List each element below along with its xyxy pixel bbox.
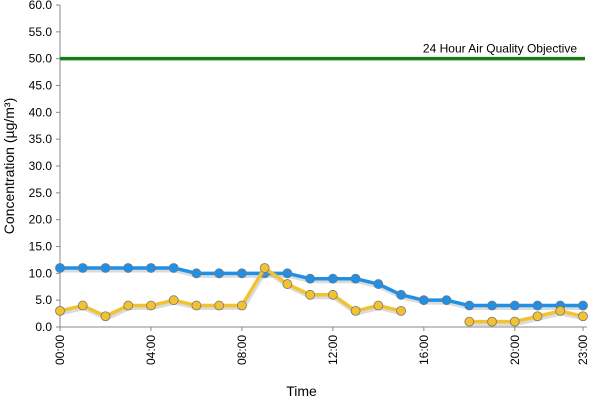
data-point [282,268,293,279]
data-point [327,273,338,284]
data-point [350,273,361,284]
y-axis-ticks: 0.0 5.0 10.0 15.0 20.0 25.0 30.0 35.0 40.0 45.0 50… [29,0,60,334]
data-point [396,305,406,316]
series-line [59,266,584,324]
series-line [60,266,583,308]
data-point [532,300,543,311]
data-point [77,263,88,273]
data-point [487,300,497,311]
data-point [77,300,88,311]
y-tick-label: 15.0 [29,240,53,254]
data-point [259,263,270,273]
data-point [146,263,156,273]
data-point [305,273,316,284]
data-point [509,316,520,327]
data-point [123,300,134,311]
data-point [305,289,316,300]
x-tick-label: 23:00 [576,335,590,365]
x-tick-label: 16:00 [417,335,431,365]
data-point [237,268,247,279]
data-point [168,263,179,273]
data-point [578,300,588,311]
data-point [441,295,452,306]
data-point [418,295,429,306]
data-point [100,311,111,322]
data-point [350,305,361,316]
data-point [578,311,588,322]
data-point [555,305,566,316]
data-point [55,263,65,273]
y-tick-label: 5.0 [35,293,52,307]
y-tick-label: 10.0 [29,266,53,280]
x-tick-label: 04:00 [144,335,158,365]
y-tick-label: 20.0 [29,213,53,227]
data-point [532,311,543,322]
series-2 [55,263,588,327]
data-point [282,279,293,289]
data-point [191,300,202,311]
data-point [509,300,520,311]
y-tick-label: 40.0 [29,105,53,119]
y-tick-label: 0.0 [35,320,52,334]
x-tick-label: 00:00 [53,335,67,365]
series-1 [55,263,588,311]
data-point [464,316,475,327]
data-point [373,300,384,311]
data-point [487,316,497,327]
y-axis-title: Concentration (µg/m³) [1,98,17,234]
y-tick-label: 45.0 [29,79,53,93]
data-point [237,300,247,311]
data-point [396,289,406,300]
data-point [327,289,338,300]
x-axis-ticks: 00:00 04:00 08:00 12:00 16:00 20:00 23:00 [53,327,590,365]
data-point [55,305,65,316]
air-quality-objective-label: 24 Hour Air Quality Objective [423,42,577,56]
y-tick-label: 35.0 [29,132,53,146]
data-point [100,263,111,273]
data-point [123,263,134,273]
series-line-shadow [61,267,584,311]
x-axis-title: Time [286,383,317,399]
series-group [55,263,588,327]
y-tick-label: 55.0 [29,25,53,39]
y-tick-label: 60.0 [29,0,53,12]
x-tick-label: 12:00 [326,335,340,365]
data-point [168,295,179,306]
data-point [214,268,225,279]
y-tick-label: 30.0 [29,159,53,173]
data-point [146,300,156,311]
data-point [191,268,202,279]
data-point [373,279,384,289]
data-point [214,300,225,311]
y-tick-label: 25.0 [29,186,53,200]
x-tick-label: 20:00 [508,335,522,365]
data-point [464,300,475,311]
x-tick-label: 08:00 [235,335,249,365]
reference-lines: 24 Hour Air Quality Objective [60,42,585,61]
y-tick-label: 50.0 [29,52,53,66]
